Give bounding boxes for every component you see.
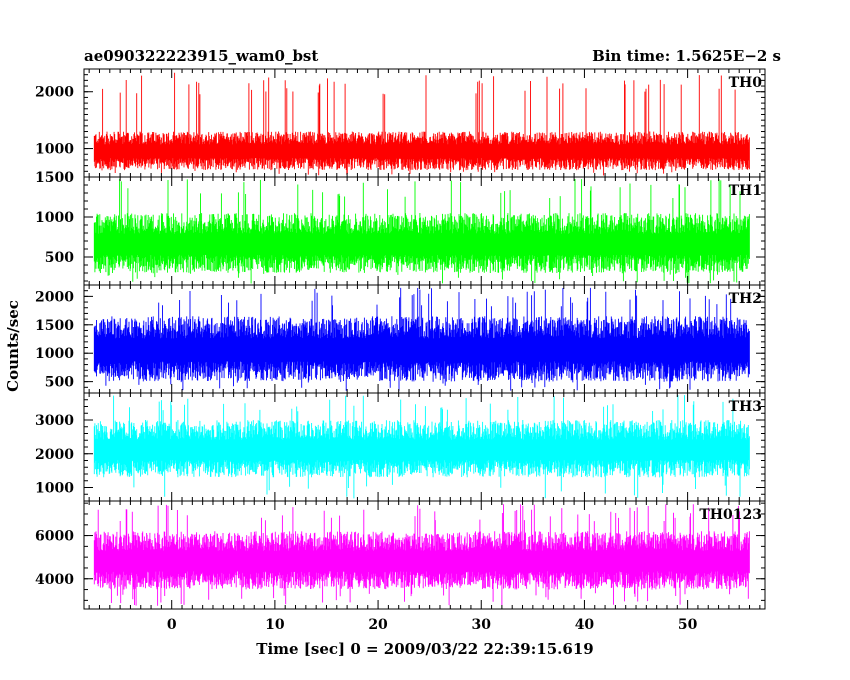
y-tick-label: 1000 [35,142,74,158]
x-axis: 0 10 20 30 40 50 [167,617,698,633]
panel-th3: 1000 2000 3000 TH3 [35,392,766,502]
y-tick-label: 1500 [35,170,74,186]
y-tick-label: 1000 [35,346,74,362]
chart-title: ae090322223915_wam0_bst [84,47,318,65]
y-tick-label: 2000 [35,85,74,101]
x-tick-label: 30 [472,617,492,633]
series-th0123 [93,504,750,606]
bin-time-label: Bin time: 1.5625E−2 s [592,47,781,65]
x-tick-label: 20 [368,617,388,633]
panel-th1: 500 1000 1500 TH1 [35,170,766,286]
panel-th0: 1000 2000 TH0 [35,68,766,178]
x-tick-label: 40 [575,617,595,633]
panel-label: TH2 [729,291,762,307]
y-tick-label: 1500 [35,318,74,334]
series-th0 [93,72,750,176]
x-tick-label: 50 [678,617,698,633]
panel-th0123: 4000 6000 TH0123 [35,500,766,610]
panel-label: TH0 [729,75,763,91]
y-tick-label: 1000 [35,210,74,226]
y-tick-label: 2000 [35,289,74,305]
series-th3 [93,395,750,499]
y-tick-label: 3000 [35,413,74,429]
y-axis-label: Counts/sec [4,300,22,392]
panel-label: TH1 [729,183,762,199]
series-th1 [93,178,750,284]
y-tick-label: 500 [45,375,74,391]
y-tick-label: 500 [45,250,74,266]
y-tick-label: 4000 [35,572,74,588]
x-tick-label: 0 [167,617,177,633]
y-tick-label: 1000 [35,481,74,497]
y-tick-label: 6000 [35,529,74,545]
panel-label: TH3 [729,399,762,415]
panel-label: TH0123 [699,507,762,523]
x-axis-label: Time [sec] 0 = 2009/03/22 22:39:15.619 [256,640,593,658]
panels-group: 1000 2000 TH0 500 1000 1500 TH1 500 1000 1500 2000… [35,68,766,610]
panel-frame [83,500,766,610]
y-tick-label: 2000 [35,447,74,463]
series-th2 [93,287,750,391]
x-tick-label: 10 [265,617,285,633]
panel-th2: 500 1000 1500 2000 TH2 [35,284,766,394]
